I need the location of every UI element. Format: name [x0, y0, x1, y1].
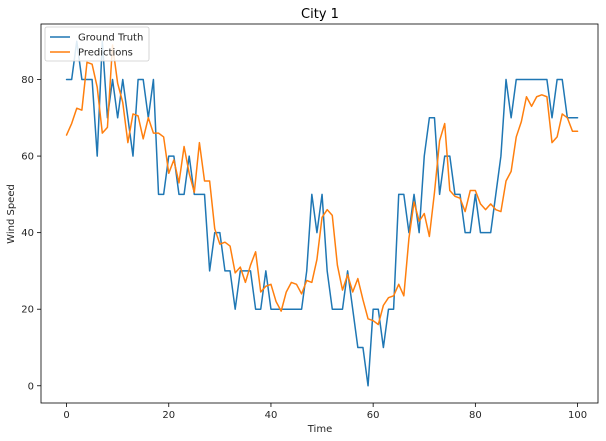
- series-lines: [65, 40, 579, 387]
- x-tick-label: 0: [63, 410, 69, 421]
- legend-box: [44, 26, 150, 62]
- plot-frame: [40, 23, 599, 404]
- y-tick-label: 60: [21, 152, 34, 163]
- legend-label-predictions: Predictions: [78, 48, 133, 59]
- y-tick-label: 0: [28, 381, 34, 392]
- y-tick-label: 40: [21, 228, 34, 239]
- y-tick-label: 20: [21, 305, 34, 316]
- y-axis-label: Wind Speed: [6, 184, 17, 244]
- y-axis-ticks: 0 20 40 60 80: [21, 75, 41, 392]
- series-line-ground-truth: [65, 40, 579, 387]
- x-tick-label: 100: [568, 410, 587, 421]
- series-line-predictions: [65, 44, 579, 326]
- x-axis-ticks: 0 20 40 60 80 100: [63, 403, 587, 421]
- chart-title: City 1: [301, 7, 339, 22]
- x-tick-label: 20: [162, 410, 175, 421]
- x-tick-label: 60: [367, 410, 380, 421]
- x-tick-label: 40: [265, 410, 278, 421]
- x-axis-label: Time: [307, 424, 332, 435]
- x-tick-label: 80: [469, 410, 482, 421]
- legend: Ground Truth Predictions: [44, 26, 150, 62]
- legend-label-ground-truth: Ground Truth: [78, 33, 143, 44]
- y-tick-label: 80: [21, 75, 34, 86]
